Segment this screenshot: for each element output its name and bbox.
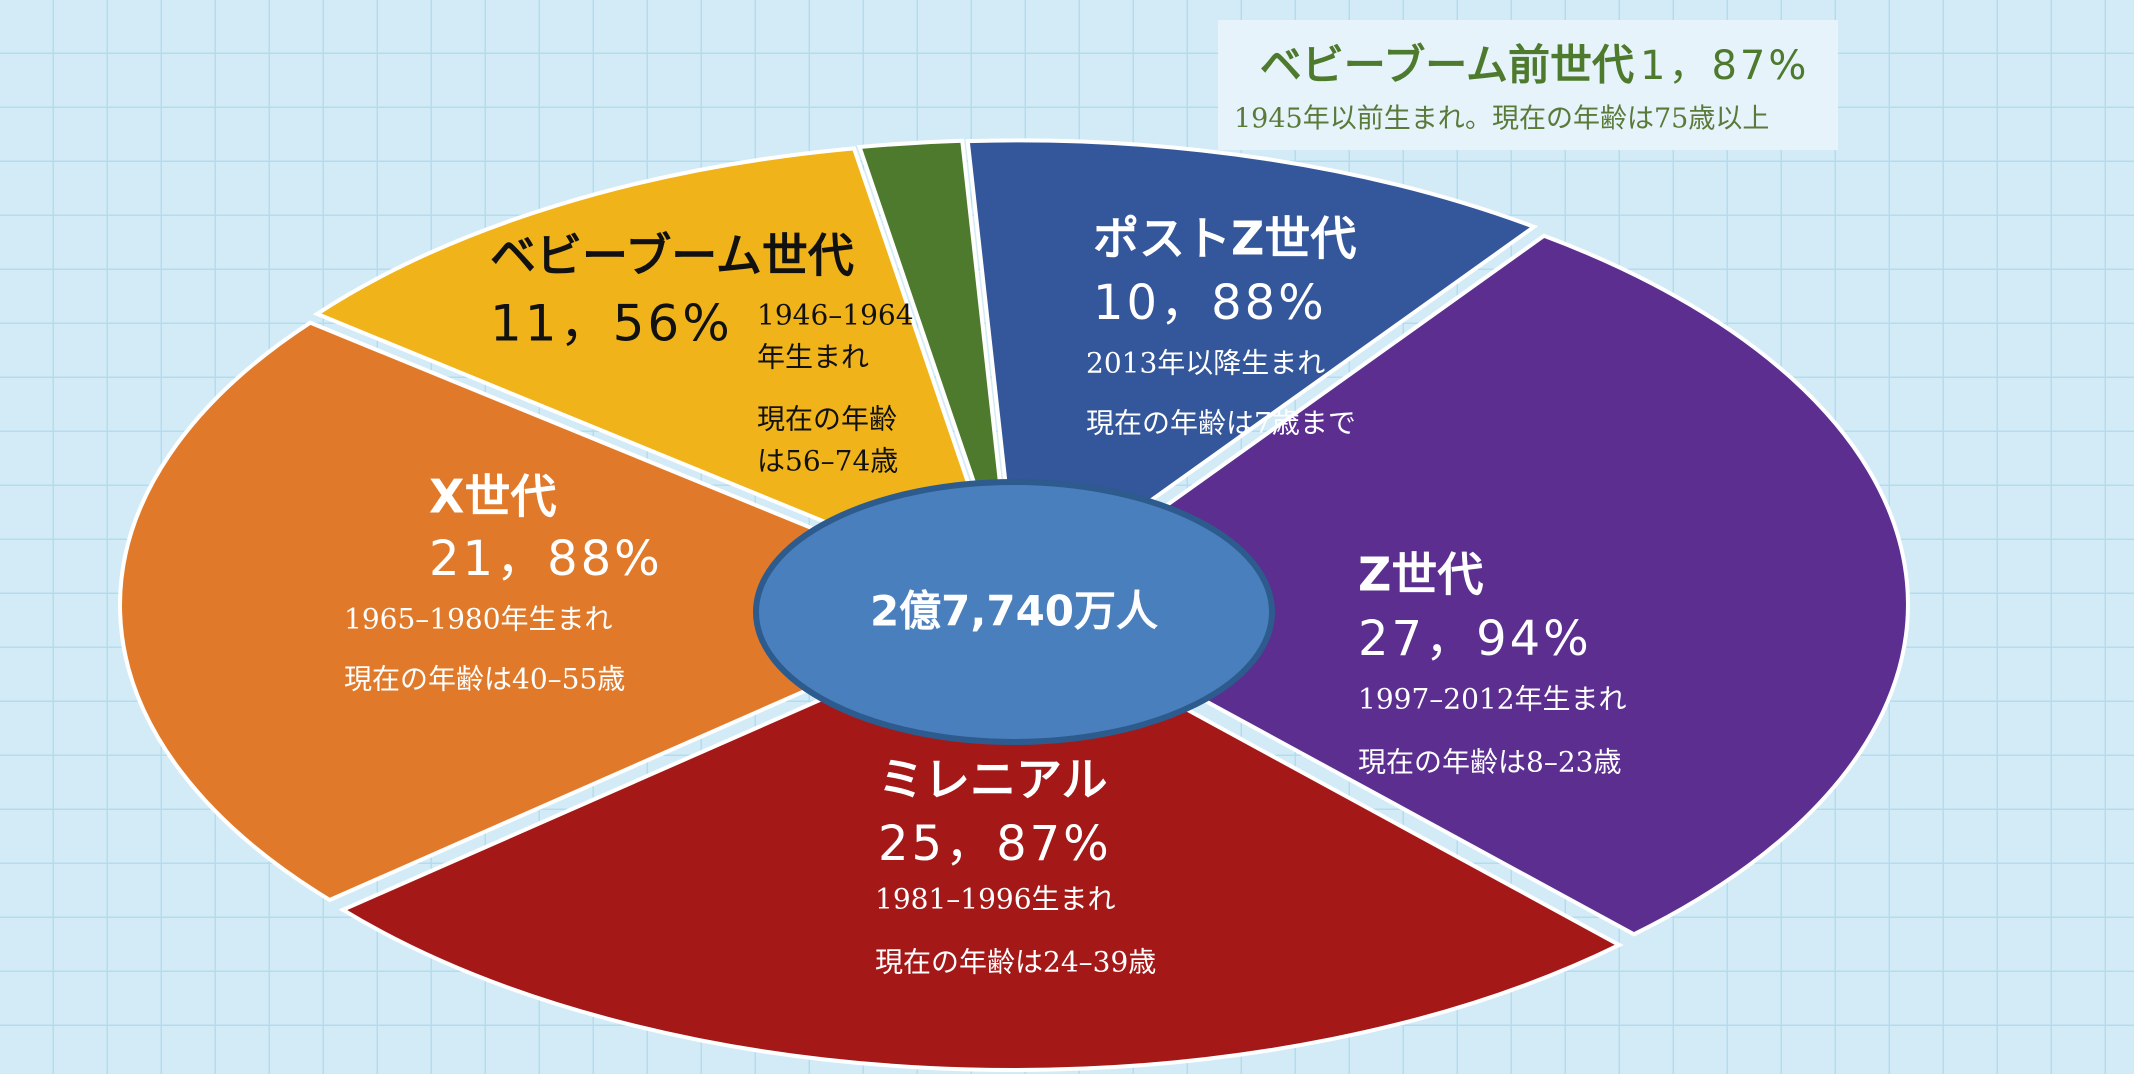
slice-name: Z世代 [1358, 548, 1483, 602]
slice-name: ベビーブーム前世代 [1260, 41, 1634, 90]
slice-description: 1946–1964 [757, 299, 914, 332]
chart: 2億7,740万人 ベビーブーム前世代1，87% 1945年以前生まれ。現在の年齢… [0, 0, 2134, 1074]
slice-value-label: 1，87% [1640, 43, 1809, 89]
slice-description: 1981–1996生まれ [875, 883, 1116, 916]
slice-name: X世代 [429, 470, 556, 524]
page: 2億7,740万人 ベビーブーム前世代1，87% 1945年以前生まれ。現在の年齢… [0, 0, 2134, 1074]
slice-description: 現在の年齢 [757, 403, 897, 436]
slice-description: 2013年以降生まれ [1086, 347, 1325, 380]
slice-value-label: 25，87% [878, 816, 1112, 872]
slice-value-label: 27，94% [1358, 611, 1592, 667]
slice-description: 1997–2012年生まれ [1358, 683, 1627, 716]
slice-description: 年生まれ [757, 341, 869, 374]
slice-name: ミレニアル [878, 753, 1108, 807]
slice-description: 現在の年齢は24–39歳 [875, 946, 1156, 979]
slice-description: 1965–1980年生まれ [344, 603, 613, 636]
slice-value-label: 11，56% [490, 295, 733, 353]
slice-value-label: 21，88% [429, 531, 663, 587]
center-label: 2億7,740万人 [870, 587, 1158, 636]
slice-description: 現在の年齢は40–55歳 [344, 663, 625, 696]
slice-value-label: 10，88% [1093, 275, 1327, 331]
slice-name: ベビーブーム世代 [490, 229, 854, 283]
slice-description: 1945年以前生まれ。現在の年齢は75歳以上 [1234, 104, 1769, 135]
slice-description: は56–74歳 [757, 445, 898, 478]
slice-description: 現在の年齢は8–23歳 [1358, 746, 1621, 779]
slice-name: ポストZ世代 [1093, 212, 1356, 266]
slice-description: 現在の年齢は7歳まで [1086, 407, 1356, 440]
